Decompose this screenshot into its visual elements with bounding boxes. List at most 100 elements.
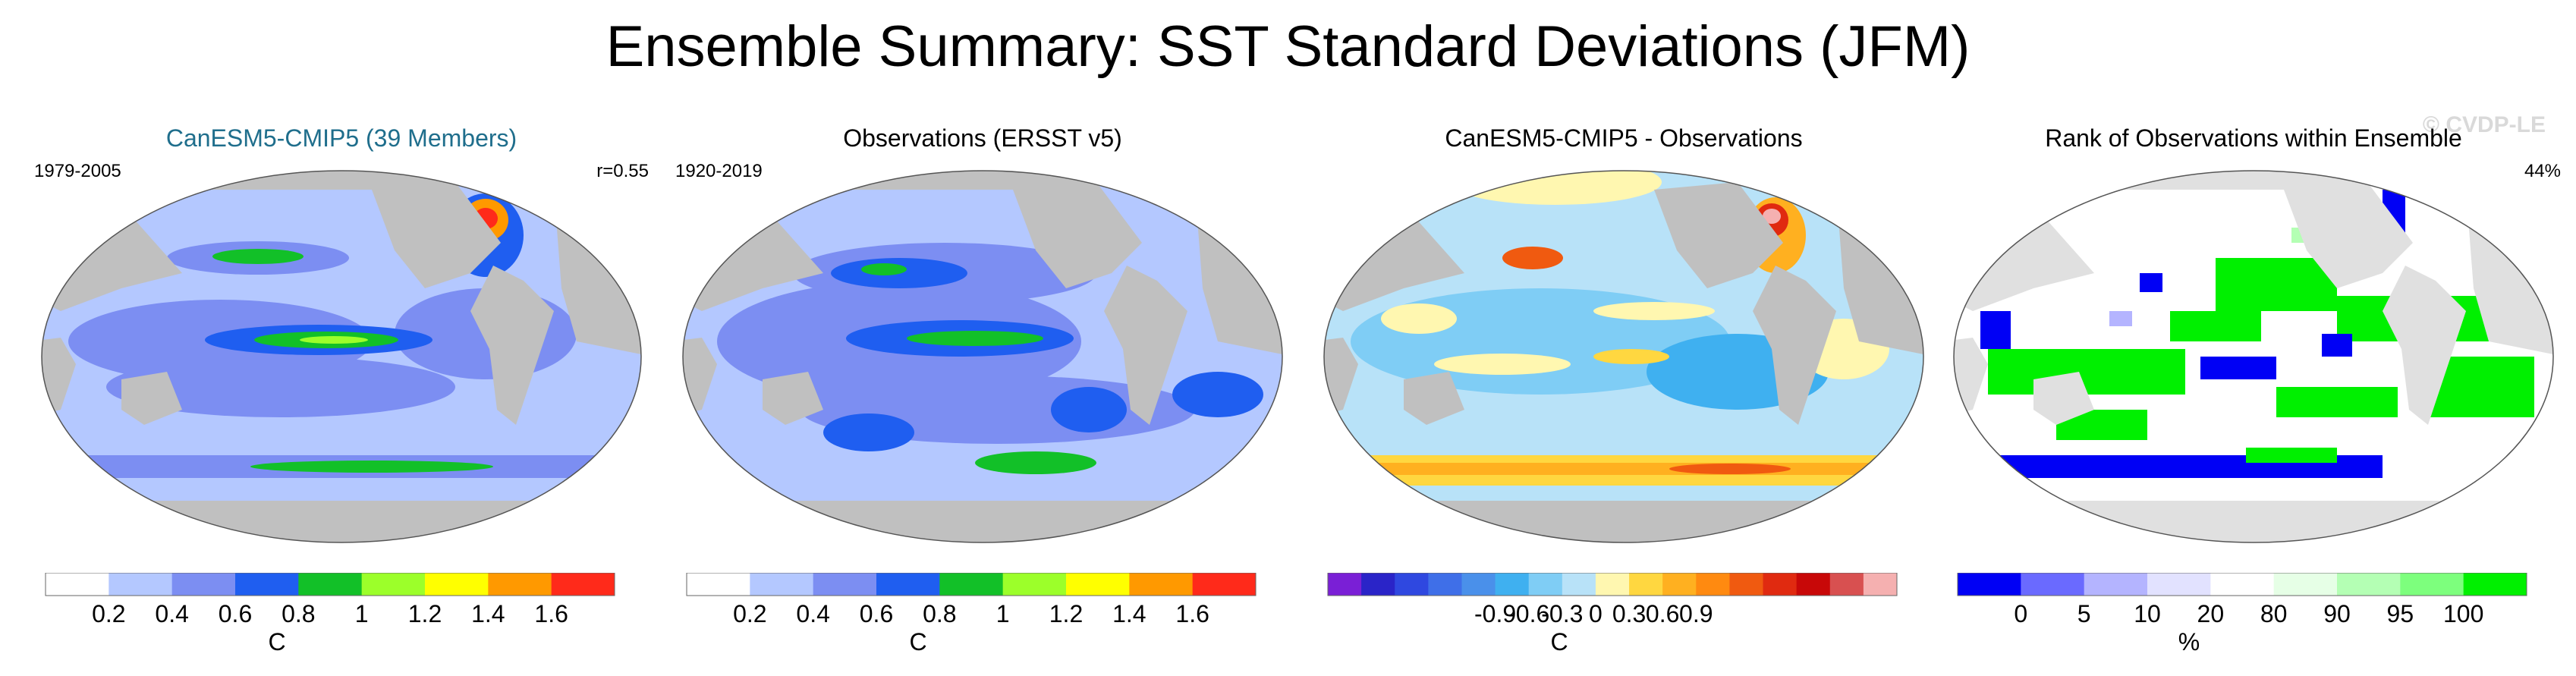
colorbar-swatch (939, 573, 1004, 596)
rank-summary-label: 44% (2524, 161, 2561, 181)
colorbar-tick-label: -0.6 (1508, 600, 1549, 627)
colorbar-tick-label: 1.6 (534, 600, 568, 627)
colorbar-swatch (813, 573, 877, 596)
colorbar-unit-label: C (1550, 628, 1568, 656)
colorbar-swatch (1796, 573, 1831, 596)
colorbar-swatch (1495, 573, 1530, 596)
colorbar-tick-label: 0 (1589, 600, 1603, 627)
colorbar-tick-label: 1 (355, 600, 369, 627)
colorbar-tick-label: 0.2 (92, 600, 125, 627)
colorbar-tick-label: 0.8 (923, 600, 956, 627)
colorbar-swatch (1662, 573, 1697, 596)
world-map-difference (1323, 170, 1924, 543)
panel-rank: © CVDP-LE Rank of Observations within En… (1939, 112, 2568, 660)
panel-observations: Observations (ERSST v5) 1920-2019 (668, 114, 1297, 660)
colorbar-rank: 0 5 10 20 80 90 95 100% (1957, 573, 2527, 656)
colorbar-swatch (488, 573, 552, 596)
colorbar-tick-label: 1.4 (471, 600, 505, 627)
colorbar-swatch (1066, 573, 1130, 596)
colorbar-tick-label: 1.6 (1175, 600, 1209, 627)
colorbar-swatch (298, 573, 363, 596)
colorbar-tick-label: 10 (2134, 600, 2161, 627)
colorbar-tick-label: 100 (2443, 600, 2483, 627)
colorbar-tick-label: 1.2 (1049, 600, 1083, 627)
colorbar-swatch (1729, 573, 1764, 596)
colorbar-tick-label: 0.6 (219, 600, 252, 627)
colorbar-swatch (1395, 573, 1429, 596)
world-map-observations (682, 170, 1283, 543)
colorbar-swatch (2210, 573, 2275, 596)
colorbar-difference: -0.9-0.6-0.3 0 0.3 0.6 0.9 C (1327, 573, 1898, 656)
colorbar-swatch (1863, 573, 1898, 596)
colorbar-swatch (1361, 573, 1395, 596)
colorbar-swatch (1528, 573, 1563, 596)
colorbar-swatch (2400, 573, 2464, 596)
colorbar-frame (1957, 573, 2527, 596)
colorbar-swatch (2084, 573, 2148, 596)
colorbar-tick-label: -0.3 (1541, 600, 1583, 627)
colorbar-swatch (2463, 573, 2527, 596)
colorbar-tick-label: 0 (2014, 600, 2027, 627)
world-map-model (41, 170, 642, 543)
colorbar-frame (1327, 573, 1898, 596)
colorbar-swatch (425, 573, 489, 596)
period-label: 1920-2019 (675, 161, 763, 181)
colorbar-swatch (1595, 573, 1630, 596)
colorbar-tick-label: -0.9 (1474, 600, 1516, 627)
colorbar-tick-label: 90 (2323, 600, 2351, 627)
colorbar-frame (686, 573, 1257, 596)
colorbar-swatch (2337, 573, 2401, 596)
colorbar-tick-label: 80 (2260, 600, 2288, 627)
colorbar-swatch (235, 573, 299, 596)
colorbar-tick-label: 0.2 (733, 600, 766, 627)
colorbar-tick-label: 0.6 (860, 600, 893, 627)
colorbar-tick-label: 0.4 (796, 600, 829, 627)
colorbar-tick-label: 5 (2077, 600, 2091, 627)
colorbar-swatch (1461, 573, 1496, 596)
colorbar-tick-label: 1.4 (1112, 600, 1146, 627)
colorbar-unit-label: % (2178, 628, 2200, 656)
colorbar-tick-label: 20 (2197, 600, 2225, 627)
colorbar-observations: 0.2 0.4 0.6 0.8 1 1.2 1.4 1.6 C (686, 573, 1257, 656)
panel-model: CanESM5-CMIP5 (39 Members) 1979-2005 r=0… (27, 114, 656, 660)
panel-difference: CanESM5-CMIP5 - Observations (1309, 114, 1939, 660)
colorbar-unit-label: C (909, 628, 926, 656)
colorbar-tick-label: 1 (996, 600, 1010, 627)
colorbar-swatch (1629, 573, 1663, 596)
colorbar-swatch (109, 573, 173, 596)
colorbar-unit-label: C (268, 628, 285, 656)
colorbar-swatch (171, 573, 236, 596)
colorbar-swatch (1328, 573, 1362, 596)
colorbar-swatch (1763, 573, 1798, 596)
colorbar-swatch (46, 573, 109, 596)
colorbar-swatch (1002, 573, 1067, 596)
colorbar-swatch (1829, 573, 1864, 596)
colorbar-frame (45, 573, 615, 596)
colorbar-swatch (2021, 573, 2085, 596)
colorbar-swatch (687, 573, 750, 596)
colorbar-swatch (361, 573, 426, 596)
colorbar-swatch (1192, 573, 1257, 596)
colorbar-swatch (1428, 573, 1462, 596)
correlation-label: r=0.55 (596, 161, 649, 181)
colorbar-tick-label: 0.3 (1612, 600, 1646, 627)
colorbar-tick-label: 0.6 (1646, 600, 1679, 627)
colorbar-swatch (551, 573, 615, 596)
colorbar-model: 0.2 0.4 0.6 0.8 1 1.2 1.4 1.6 C (45, 573, 615, 656)
colorbar-swatch (876, 573, 940, 596)
colorbar-swatch (1696, 573, 1730, 596)
colorbar-swatch (2273, 573, 2338, 596)
panel-title: CanESM5-CMIP5 (39 Members) (165, 124, 517, 152)
colorbar-tick-label: 1.2 (408, 600, 442, 627)
figure-title: Ensemble Summary: SST Standard Deviation… (605, 14, 1971, 79)
colorbar-swatch (750, 573, 814, 596)
panel-title: CanESM5-CMIP5 - Observations (1445, 124, 1803, 152)
colorbar-swatch (1562, 573, 1596, 596)
panel-title: Rank of Observations within Ensemble (2045, 124, 2462, 152)
world-map-rank (1953, 170, 2554, 543)
colorbar-swatch (1958, 573, 2021, 596)
colorbar-swatch (1129, 573, 1194, 596)
colorbar-tick-label: 95 (2387, 600, 2414, 627)
colorbar-swatch (2147, 573, 2211, 596)
watermark: © CVDP-LE (2422, 112, 2546, 137)
